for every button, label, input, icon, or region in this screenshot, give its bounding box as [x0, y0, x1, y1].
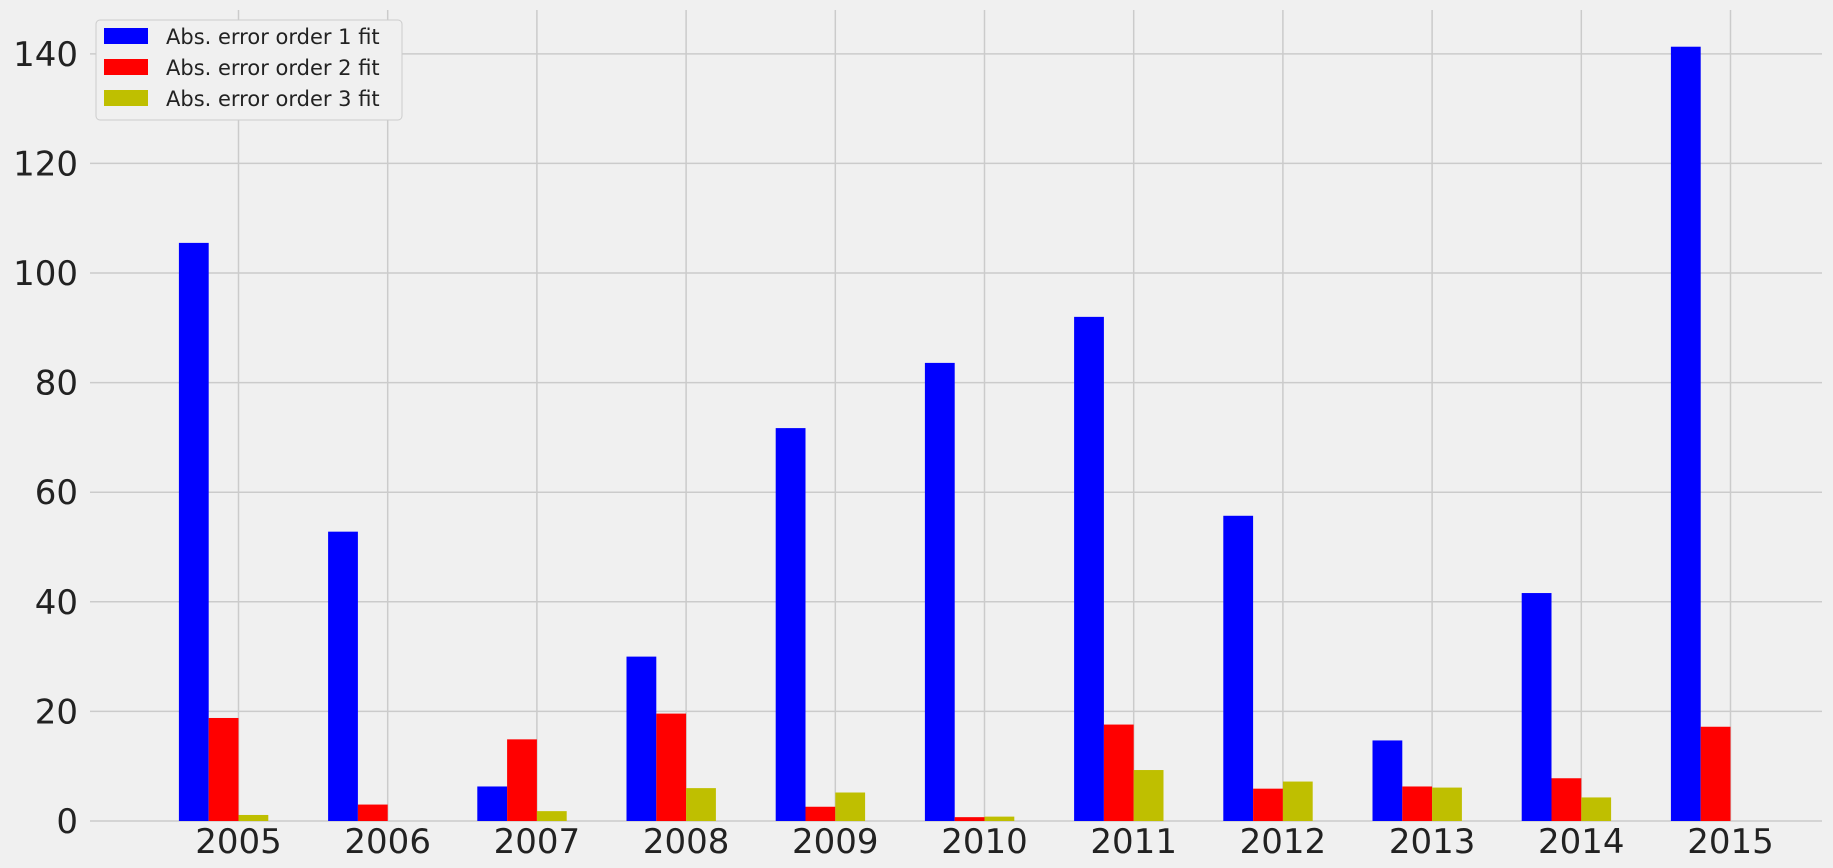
bar: [477, 786, 508, 821]
legend-frame: [95, 19, 403, 121]
x-tick-label: 2015: [1687, 822, 1774, 862]
legend-swatch: [104, 90, 148, 106]
bar: [924, 362, 955, 821]
bar: [1700, 726, 1731, 821]
bar: [357, 804, 388, 821]
bar: [775, 428, 806, 821]
bar: [507, 739, 537, 821]
x-tick-label: 2014: [1538, 822, 1625, 862]
bar: [1282, 781, 1313, 821]
bar: [626, 656, 657, 821]
bar: [1670, 46, 1701, 822]
legend-label: Abs. error order 1 fit: [166, 25, 380, 49]
y-tick-label: 40: [35, 583, 78, 623]
bar: [1432, 787, 1462, 821]
y-tick-label: 60: [35, 473, 78, 513]
x-tick-label: 2005: [195, 822, 282, 862]
bar: [1133, 770, 1164, 821]
legend-swatch: [104, 59, 148, 75]
bars: [178, 46, 1731, 822]
x-tick-label: 2008: [643, 822, 730, 862]
x-axis-ticks: 2005 2006 2007 2008 2009 2010 2011 2012 2013 2014…: [195, 822, 1774, 862]
y-tick-label: 0: [56, 802, 78, 842]
x-tick-label: 2013: [1389, 822, 1476, 862]
y-tick-label: 80: [35, 364, 78, 404]
bar: [686, 788, 716, 821]
legend: Abs. error order 1 fit Abs. error order …: [95, 19, 403, 121]
bar: [1103, 724, 1134, 821]
bar: [656, 713, 687, 821]
bar: [984, 816, 1015, 821]
x-tick-label: 2009: [792, 822, 879, 862]
bar: [536, 811, 567, 821]
x-tick-label: 2011: [1090, 822, 1177, 862]
bar: [1372, 740, 1403, 821]
bar: [328, 531, 358, 821]
bar: [1402, 786, 1433, 821]
bar: [805, 806, 836, 821]
bar: [1223, 515, 1254, 821]
bar: [178, 242, 209, 821]
y-tick-label: 120: [13, 144, 78, 184]
bar: [1521, 593, 1552, 821]
bar: [954, 817, 985, 821]
bar: [835, 792, 866, 821]
legend-entry: Abs. error order 2 fit: [104, 56, 380, 80]
legend-entry: Abs. error order 1 fit: [104, 25, 380, 49]
y-tick-label: 100: [13, 254, 78, 294]
x-tick-label: 2006: [344, 822, 431, 862]
legend-label: Abs. error order 3 fit: [166, 87, 380, 111]
x-tick-label: 2007: [494, 822, 581, 862]
y-tick-label: 140: [13, 35, 78, 75]
bar: [1074, 316, 1104, 821]
grid-lines: [90, 10, 1822, 822]
y-tick-label: 20: [35, 692, 78, 732]
legend-entry: Abs. error order 3 fit: [104, 87, 380, 111]
y-axis-ticks: 0 20 40 60 80 100 120 140: [13, 35, 78, 842]
x-tick-label: 2010: [941, 822, 1028, 862]
legend-swatch: [104, 28, 148, 44]
bar: [208, 717, 239, 821]
x-tick-label: 2012: [1240, 822, 1327, 862]
bar: [238, 814, 269, 821]
legend-label: Abs. error order 2 fit: [166, 56, 380, 80]
bar: [1551, 778, 1582, 821]
bar: [1581, 797, 1612, 821]
bar: [1253, 788, 1283, 821]
